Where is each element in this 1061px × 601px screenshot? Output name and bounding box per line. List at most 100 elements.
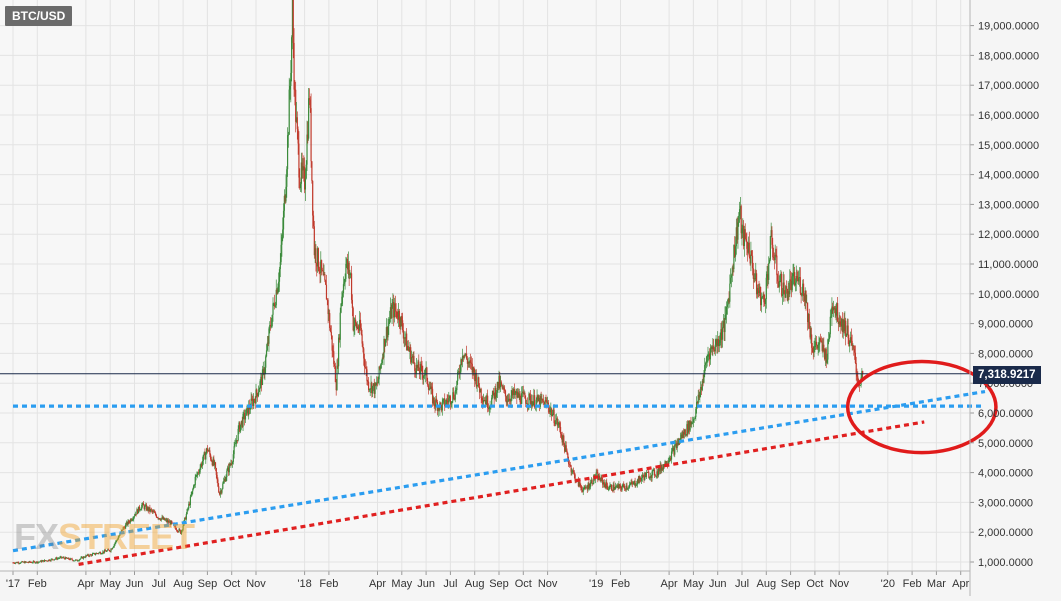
- candle-body: [487, 395, 489, 408]
- candle-body: [350, 273, 353, 300]
- candle-body: [155, 514, 157, 518]
- candle-body: [475, 373, 477, 387]
- candle-body: [849, 342, 851, 347]
- candle-body: [106, 550, 108, 552]
- candle-body: [577, 479, 579, 487]
- candle-body: [18, 562, 20, 564]
- candle-body: [845, 334, 848, 337]
- candle-body: [295, 117, 298, 122]
- candle-body: [279, 261, 281, 270]
- candle-body: [62, 557, 64, 559]
- candle-body: [470, 360, 472, 363]
- candle-body: [297, 129, 299, 144]
- candle-body: [566, 450, 568, 454]
- candle-body: [850, 337, 852, 341]
- candle-body: [24, 561, 26, 564]
- candle-body: [768, 259, 771, 264]
- candle-body: [427, 380, 429, 386]
- candle-body: [815, 341, 818, 346]
- candle-body: [515, 391, 517, 394]
- candle-body: [331, 335, 333, 351]
- candle-body: [203, 452, 205, 455]
- candle-body: [395, 310, 397, 312]
- y-tick-label: 17,000.0000: [978, 80, 1039, 92]
- candle-body: [688, 420, 690, 431]
- candle-body: [514, 393, 516, 396]
- candle-body: [184, 517, 187, 520]
- candle-body: [720, 329, 722, 340]
- candle-body: [95, 554, 97, 555]
- candle-body: [298, 143, 300, 178]
- candle-body: [398, 310, 400, 322]
- candle-body: [89, 554, 91, 557]
- candle-body: [841, 318, 843, 327]
- candle-body: [39, 560, 42, 562]
- candle-body: [691, 422, 693, 425]
- candle-body: [340, 303, 342, 313]
- candle-body: [373, 383, 375, 394]
- candle-body: [443, 398, 445, 400]
- candle-body: [523, 393, 525, 394]
- candle-body: [82, 556, 85, 559]
- candle-body: [174, 524, 176, 528]
- y-tick-label: 1,000.0000: [978, 557, 1033, 569]
- candle-body: [269, 324, 271, 329]
- candle-body: [374, 383, 376, 394]
- candle-body: [532, 401, 534, 407]
- candle-body: [235, 440, 238, 444]
- candle-body: [606, 481, 608, 486]
- candle-body: [244, 415, 247, 420]
- candle-body: [218, 492, 221, 495]
- candle-body: [434, 404, 436, 407]
- candle-body: [162, 517, 164, 520]
- candle-body: [609, 485, 611, 489]
- candle-body: [649, 476, 652, 478]
- candle-body: [459, 371, 461, 374]
- candle-body: [317, 248, 319, 269]
- candle-body: [229, 463, 231, 466]
- candle-body: [536, 395, 538, 400]
- candle-body: [800, 293, 802, 295]
- candle-body: [763, 294, 765, 303]
- candle-body: [649, 477, 651, 479]
- candle-body: [216, 474, 218, 480]
- candle-body: [652, 469, 654, 472]
- candle-body: [156, 517, 158, 519]
- candle-body: [432, 397, 434, 404]
- candle-body: [498, 376, 500, 389]
- candle-body: [357, 326, 359, 330]
- candle-body: [27, 562, 29, 564]
- blue-trendline: [12, 389, 986, 553]
- candle-body: [131, 519, 133, 521]
- candle-body: [711, 347, 713, 349]
- candle-body: [136, 509, 138, 515]
- axes-layer: 1,000.0000 2,000.0000 3,000.0000 4,000.0000…: [0, 0, 1039, 596]
- x-tick-label: Apr: [77, 578, 94, 590]
- candle-body: [764, 302, 766, 305]
- candle-body: [760, 297, 763, 306]
- candle-body: [67, 557, 69, 559]
- candle-body: [849, 337, 852, 343]
- candle-body: [58, 558, 60, 560]
- candle-body: [861, 371, 863, 378]
- candle-body: [85, 555, 87, 558]
- candle-body: [778, 282, 780, 288]
- candle-body: [418, 361, 420, 371]
- candle-body: [107, 549, 110, 551]
- candle-body: [61, 556, 63, 558]
- candle-body: [729, 283, 731, 302]
- candle-body: [39, 561, 41, 563]
- candle-body: [739, 206, 741, 210]
- candle-body: [685, 434, 687, 436]
- candle-body: [568, 459, 570, 465]
- candle-body: [451, 401, 453, 404]
- candle-body: [410, 357, 413, 363]
- candle-body: [366, 369, 368, 382]
- candle-body: [79, 558, 81, 560]
- candle-body: [721, 329, 723, 340]
- candle-body: [68, 557, 70, 560]
- candle-body: [558, 422, 560, 425]
- candle-body: [90, 554, 93, 556]
- candle-body: [559, 426, 562, 434]
